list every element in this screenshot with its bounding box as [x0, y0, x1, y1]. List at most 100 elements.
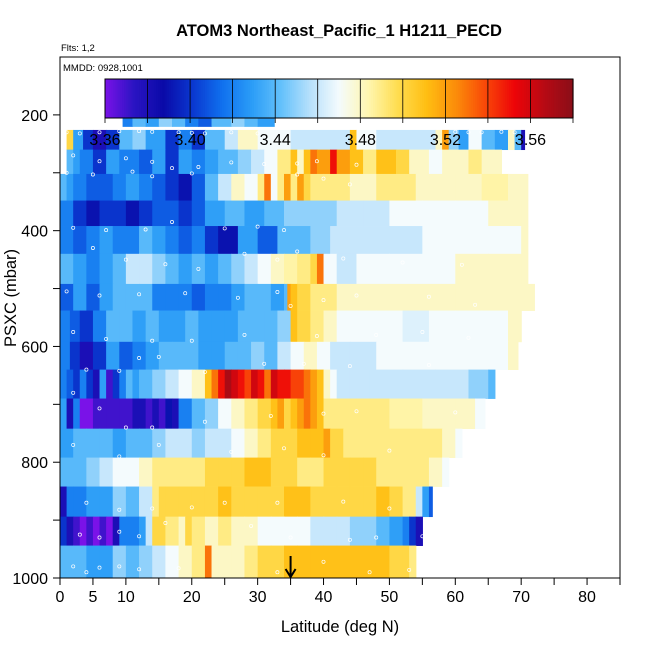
heatmap-cell [172, 398, 180, 430]
colorbar-swatch [511, 79, 515, 118]
colorbar-swatch [383, 79, 387, 118]
heatmap-cell [402, 310, 430, 343]
heatmap-cell [119, 341, 134, 370]
colorbar-swatch [315, 79, 319, 118]
latitude-marker [284, 556, 297, 579]
sample-point [137, 567, 142, 572]
heatmap-cell [396, 149, 410, 175]
colorbar-swatch [475, 79, 478, 118]
colorbar-swatch [483, 79, 487, 118]
heatmap-cell [310, 173, 325, 201]
heatmap-cell [60, 226, 74, 255]
heatmap-cell [165, 398, 173, 430]
colorbar-swatch [241, 79, 244, 118]
heatmap-cell [79, 369, 87, 399]
colorbar-swatch [553, 79, 557, 118]
heatmap-cell [86, 226, 101, 255]
colorbar-swatch [394, 79, 398, 118]
heatmap-cell [290, 398, 298, 430]
heatmap-cell [376, 129, 437, 151]
heatmap-cell [218, 283, 232, 311]
heatmap-cell [442, 428, 456, 458]
x-tick-label: 20 [183, 589, 201, 606]
sample-point [84, 500, 89, 505]
heatmap-cell [66, 149, 74, 175]
heatmap-cell [244, 545, 259, 578]
colorbar-swatch [264, 79, 268, 118]
heatmap-cell [277, 226, 292, 255]
x-axis-label: Latitude (deg N) [281, 618, 399, 636]
colorbar-frame [104, 78, 574, 119]
heatmap-cell [494, 129, 509, 151]
colorbar-swatch [181, 79, 185, 118]
sample-point [354, 162, 359, 167]
sample-point [288, 535, 293, 540]
sample-point [202, 419, 207, 424]
sample-point [282, 228, 286, 233]
sample-point [84, 570, 89, 575]
heatmap-cell [218, 457, 232, 487]
heatmap-cell [204, 283, 219, 311]
colorbar-swatch [507, 79, 510, 118]
sample-point [196, 266, 201, 271]
heatmap-cells [60, 96, 535, 578]
heatmap-cell [191, 545, 206, 578]
heatmap-cell [297, 486, 311, 518]
sample-point [137, 534, 142, 539]
heatmap-cell [422, 486, 430, 518]
heatmap-cell [284, 173, 292, 201]
sample-point [150, 174, 155, 179]
sample-point [262, 162, 267, 167]
colorbar-swatch [139, 79, 142, 118]
heatmap-cell [99, 486, 114, 518]
heatmap-cell [60, 398, 68, 430]
sample-point [229, 449, 234, 454]
colorbar-swatch [136, 79, 140, 118]
heatmap-cell [224, 341, 239, 370]
heatmap-cell [60, 516, 68, 546]
colorbar-swatch [375, 79, 378, 118]
heatmap-cell [508, 310, 522, 343]
heatmap-cell [178, 226, 193, 255]
sample-point [387, 506, 392, 511]
heatmap-cell [66, 516, 74, 546]
colorbar-swatch [190, 79, 193, 118]
colorbar-swatch [175, 79, 178, 118]
sample-point [341, 499, 346, 504]
heatmap-cell [132, 310, 147, 343]
colorbar-swatch [438, 79, 442, 118]
heatmap-cell [481, 341, 509, 370]
colorbar-swatch [115, 79, 119, 118]
heatmap-cell [106, 149, 120, 175]
colorbar-swatch [341, 79, 344, 118]
sample-point [321, 559, 326, 564]
heatmap-cell [363, 149, 377, 175]
heatmap-cell [310, 226, 331, 255]
sample-point [314, 334, 319, 338]
heatmap-cell [204, 226, 219, 255]
heatmap-cell [481, 149, 503, 175]
heatmap-cell [152, 149, 167, 175]
colorbar-swatch [309, 79, 312, 118]
sample-point [104, 336, 109, 341]
heatmap-cell [310, 545, 325, 578]
heatmap-cell [224, 200, 246, 227]
sample-point [97, 293, 102, 298]
colorbar-swatch [313, 79, 317, 118]
sample-point [321, 176, 326, 181]
heatmap-cell [86, 545, 101, 578]
heatmap-cell [73, 398, 81, 430]
heatmap-cell [204, 253, 219, 285]
heatmap-cell [290, 310, 298, 343]
heatmap-cell [86, 369, 94, 399]
sample-point [71, 564, 76, 569]
heatmap-cell [165, 173, 180, 201]
heatmap-cell [455, 253, 489, 285]
heatmap-cell [284, 428, 298, 458]
heatmap-cell [60, 200, 74, 227]
heatmap-cell [224, 310, 239, 343]
heatmap-cell [191, 149, 206, 175]
sample-point [123, 425, 128, 430]
heatmap-cell [389, 545, 404, 578]
heatmap-cell [198, 341, 213, 370]
